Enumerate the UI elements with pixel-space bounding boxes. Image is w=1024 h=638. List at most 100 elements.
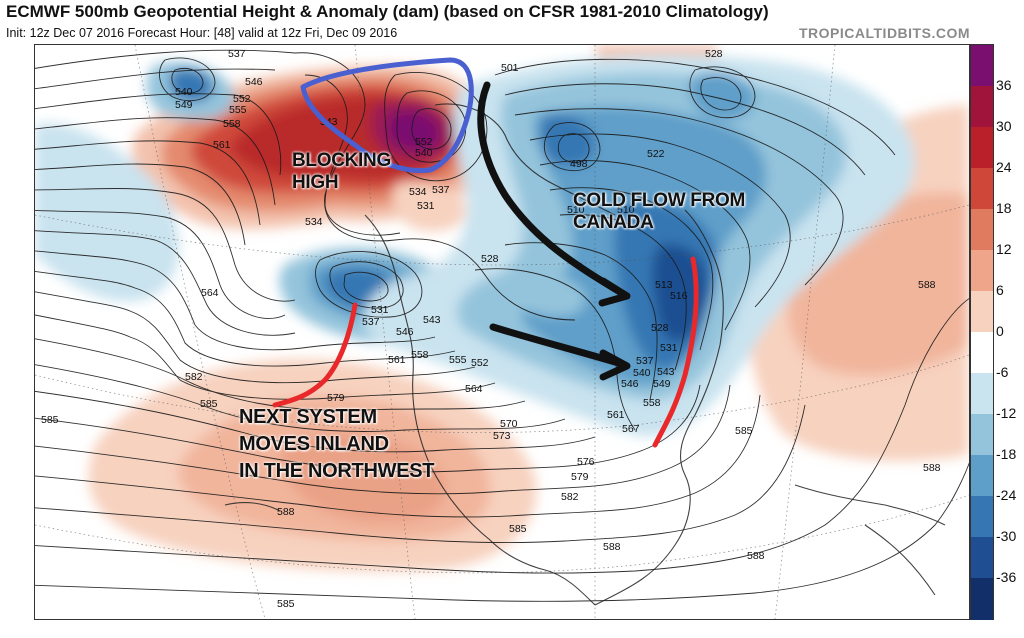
height-label: 549 (175, 99, 193, 111)
height-label: 555 (449, 354, 467, 366)
height-label: 585 (200, 398, 218, 410)
colorbar-tick-label: -24 (996, 487, 1017, 503)
colorbar-segment (971, 537, 993, 579)
height-contours (35, 49, 969, 602)
height-label: 537 (636, 355, 654, 367)
next-system-line-1: NEXT SYSTEM (239, 406, 377, 428)
height-label: 537 (432, 184, 450, 196)
cold-flow-arrow-upper (477, 81, 629, 299)
colorbar-tick-label: 6 (996, 282, 1004, 298)
height-label: 537 (228, 48, 246, 60)
colorbar-segment (971, 86, 993, 128)
height-label: 588 (747, 550, 765, 562)
colorbar-tick-label: -30 (996, 528, 1017, 544)
colorbar-tick-label: 30 (996, 118, 1012, 134)
height-label: 510 (567, 204, 585, 216)
height-label: 540 (415, 147, 433, 159)
height-label: 564 (201, 287, 219, 299)
colorbar-tick-label: 0 (996, 323, 1004, 339)
height-label: 573 (493, 430, 511, 442)
height-label: 552 (415, 136, 433, 148)
colorbar-tick-label: 24 (996, 159, 1012, 175)
anomaly-shading (35, 45, 969, 572)
height-label: 588 (923, 462, 941, 474)
colorbar-segment (971, 332, 993, 374)
cold-flow-label: COLD FLOW FROM CANADA (573, 190, 745, 234)
height-label: 531 (417, 200, 435, 212)
height-label: 501 (501, 62, 519, 74)
anomaly-colorbar (970, 44, 994, 620)
colorbar-tick-label: -12 (996, 405, 1017, 421)
next-system-line-2: MOVES INLAND (239, 433, 389, 455)
cold-flow-arrow-lower-head (599, 349, 631, 381)
red-trough-line-west (272, 302, 358, 408)
cold-flow-arrow-lower (489, 323, 629, 369)
colorbar-tick-label: -36 (996, 569, 1017, 585)
height-label: 546 (245, 76, 263, 88)
red-trough-line-east (652, 256, 699, 448)
height-label: 585 (509, 523, 527, 535)
colorbar-segment (971, 127, 993, 169)
colorbar-tick-label: -18 (996, 446, 1017, 462)
height-label: 561 (388, 354, 406, 366)
height-label: 522 (647, 148, 665, 160)
height-labels: 537 540 549 546 552 555 558 561 543 540 … (41, 48, 941, 610)
coastlines (224, 103, 946, 606)
colorbar-segment (971, 291, 993, 333)
height-label: 546 (396, 326, 414, 338)
cold-flow-arrow-upper-head (598, 277, 631, 307)
height-label: 534 (305, 216, 323, 228)
height-label: 513 (655, 279, 673, 291)
anomaly-map: 537 540 549 546 552 555 558 561 543 540 … (34, 44, 970, 620)
colorbar-tick-label: 12 (996, 241, 1012, 257)
height-label: 537 (362, 316, 380, 328)
map-canvas: 537 540 549 546 552 555 558 561 543 540 … (35, 45, 969, 619)
height-label: 546 (621, 378, 639, 390)
height-label: 543 (657, 366, 675, 378)
height-label: 555 (229, 104, 247, 116)
site-credit: TROPICALTIDBITS.COM (798, 25, 970, 41)
colorbar-segment (971, 45, 993, 87)
height-label: 531 (371, 304, 389, 316)
height-label: 552 (233, 93, 251, 105)
colorbar-tick-label: 36 (996, 77, 1012, 93)
height-label: 588 (918, 279, 936, 291)
next-system-label: NEXT SYSTEM MOVES INLAND IN THE NORTHWES… (239, 404, 435, 485)
height-label: 516 (670, 290, 688, 302)
blocking-high-label: BLOCKING HIGH (292, 150, 391, 194)
height-label: 531 (660, 342, 678, 354)
height-label: 585 (735, 425, 753, 437)
height-label: 561 (607, 409, 625, 421)
blocking-high-outline (300, 57, 474, 174)
height-label: 552 (471, 357, 489, 369)
height-label: 558 (411, 349, 429, 361)
height-label: 588 (603, 541, 621, 553)
height-label: 585 (277, 598, 295, 610)
colorbar-tick-label: 18 (996, 200, 1012, 216)
map-title: ECMWF 500mb Geopotential Height & Anomal… (6, 2, 769, 21)
height-label: 585 (41, 414, 59, 426)
height-label: 561 (213, 139, 231, 151)
height-label: 558 (223, 118, 241, 130)
height-label: 540 (175, 86, 193, 98)
lat-lon-grid (35, 45, 969, 619)
colorbar-tick-label: -6 (996, 364, 1009, 380)
height-label: 528 (481, 253, 499, 265)
cold-flow-line-2: CANADA (573, 212, 654, 233)
annotation-marks (272, 57, 699, 448)
cold-flow-line-1: COLD FLOW FROM (573, 190, 746, 211)
next-system-line-3: IN THE NORTHWEST (239, 460, 435, 482)
colorbar-segment (971, 250, 993, 292)
height-label: 540 (633, 367, 651, 379)
height-label: 564 (465, 383, 483, 395)
height-label: 579 (571, 471, 589, 483)
colorbar-segment (971, 578, 993, 620)
height-label: 558 (643, 397, 661, 409)
height-label: 567 (622, 423, 640, 435)
height-label: 528 (705, 48, 723, 60)
colorbar-segment (971, 455, 993, 497)
map-subtitle: Init: 12z Dec 07 2016 Forecast Hour: [48… (6, 26, 398, 40)
height-label: 588 (277, 506, 295, 518)
blocking-high-line-2: HIGH (292, 172, 339, 193)
colorbar-segment (971, 209, 993, 251)
